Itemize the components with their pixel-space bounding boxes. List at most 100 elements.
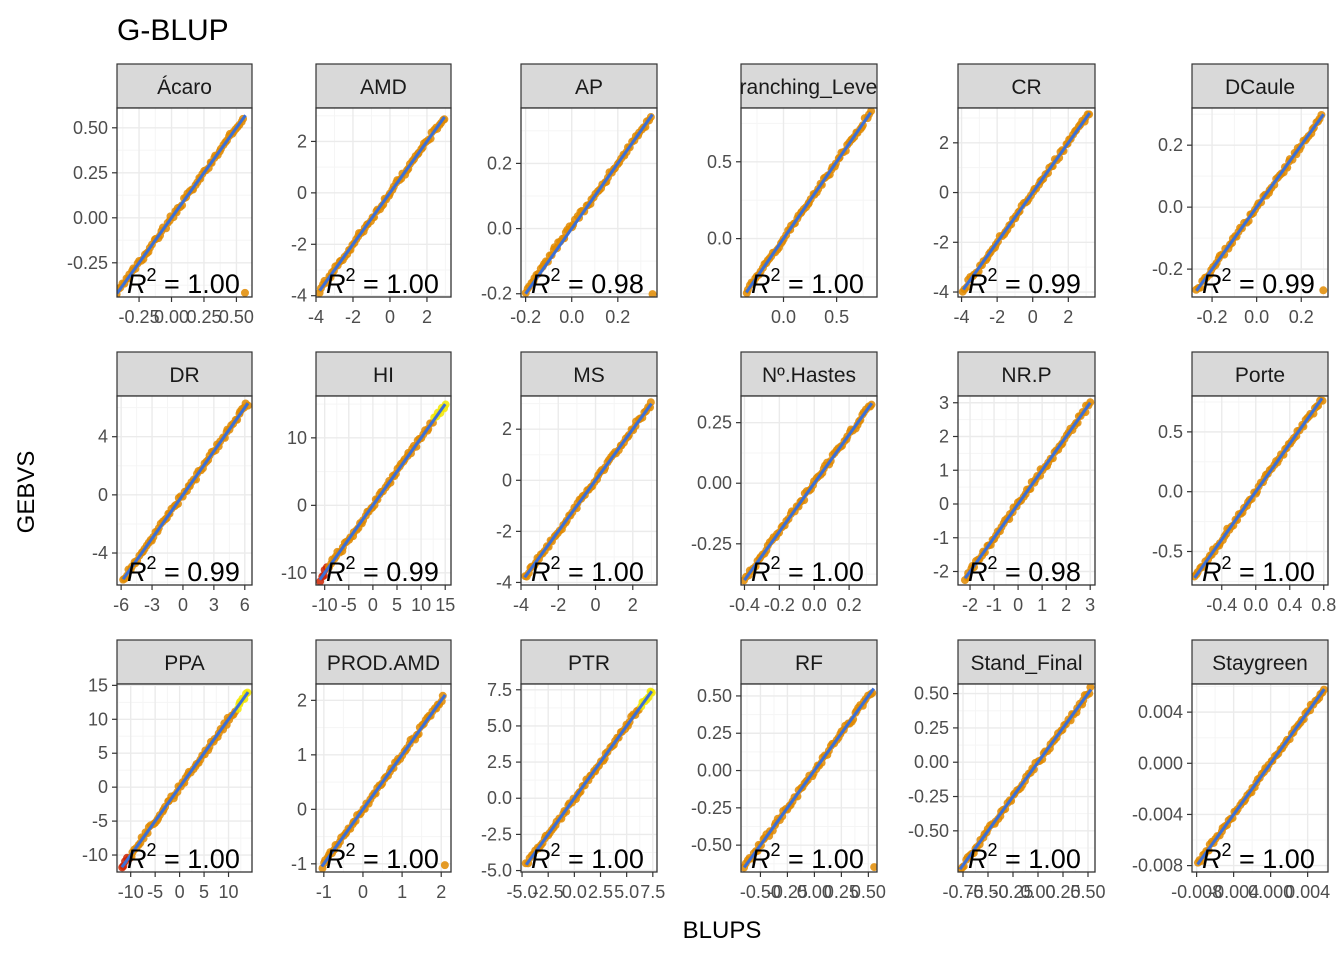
facet-strip-label: Ácaro bbox=[157, 76, 212, 99]
y-tick-label: -0.2 bbox=[1152, 259, 1183, 279]
r2-annotation: R2 = 1.00 bbox=[751, 265, 864, 299]
r2-annotation: R2 = 0.98 bbox=[531, 265, 644, 299]
panel-border bbox=[957, 107, 1096, 298]
y-tick-label: 10 bbox=[88, 709, 108, 729]
facet-strip-label: PTR bbox=[568, 652, 610, 675]
facet-panel: Staygreen-0.008-0.0040.0000.004-0.008-0.… bbox=[1132, 639, 1330, 902]
facet-strip bbox=[116, 351, 253, 397]
facet-panel: AMD -4 -2 0 2 -4 -2 0 2 R2 = 1.00 bbox=[291, 63, 452, 327]
panel-border bbox=[315, 107, 452, 298]
points-layer bbox=[741, 400, 876, 585]
y-tick-label: 0.0 bbox=[707, 229, 732, 249]
x-tick-label: -0.4 bbox=[729, 595, 760, 615]
r2-annotation: R2 = 1.00 bbox=[751, 840, 864, 874]
y-tick-label: -2 bbox=[291, 234, 307, 254]
y-tick-label: -0.25 bbox=[691, 798, 732, 818]
x-tick-label: -0.004 bbox=[1208, 882, 1259, 902]
panel-border bbox=[116, 395, 253, 586]
x-axis-title: BLUPS bbox=[683, 917, 762, 944]
y-tick-label: -2 bbox=[933, 232, 949, 252]
x-tick-label: -0.50 bbox=[967, 882, 1008, 902]
y-tick-label: -5.0 bbox=[481, 861, 512, 881]
facet-strip-label: Stand_Final bbox=[970, 652, 1082, 675]
points-layer bbox=[521, 113, 657, 297]
x-tick-label: 6 bbox=[240, 595, 250, 615]
facet-strip bbox=[116, 63, 253, 109]
points-layer bbox=[958, 110, 1094, 296]
facet-strip bbox=[520, 63, 658, 109]
regression-line bbox=[525, 690, 653, 866]
x-tick-label: -5 bbox=[341, 595, 357, 615]
y-tick-label: 0.25 bbox=[73, 163, 108, 183]
x-tick-label: -3 bbox=[144, 595, 160, 615]
x-tick-label: -0.25 bbox=[119, 307, 160, 327]
x-tick-label: 0.8 bbox=[1311, 595, 1336, 615]
regression-line bbox=[320, 694, 447, 868]
points-layer bbox=[119, 399, 252, 584]
regression-line bbox=[117, 114, 247, 295]
points-layer bbox=[742, 108, 876, 297]
facet-panel: MS -4 -2 0 2 -4 -2 0 2 R2 = 1.00 bbox=[496, 351, 658, 615]
x-tick-label: 0.2 bbox=[605, 307, 630, 327]
points-layer bbox=[117, 114, 249, 297]
panel-border bbox=[315, 395, 452, 586]
y-tick-label: 0 bbox=[297, 495, 307, 515]
x-tick-label: -2 bbox=[962, 595, 978, 615]
x-tick-label: 0.0 bbox=[1244, 307, 1269, 327]
y-tick-label: -10 bbox=[82, 845, 108, 865]
panel-border bbox=[1191, 395, 1329, 586]
facet-strip bbox=[957, 639, 1096, 685]
y-tick-label: 2 bbox=[297, 131, 307, 151]
y-tick-label: 0.000 bbox=[1138, 753, 1183, 773]
x-tick-label: -0.75 bbox=[942, 882, 983, 902]
panel-border bbox=[116, 683, 253, 873]
x-tick-label: 0.004 bbox=[1285, 882, 1330, 902]
panel-border bbox=[116, 107, 253, 298]
y-tick-label: 0.00 bbox=[697, 473, 732, 493]
r2-annotation: R2 = 0.99 bbox=[1202, 265, 1315, 299]
facet-panel: Ácaro-0.250.000.250.50-0.250.000.250.50R… bbox=[67, 63, 254, 327]
x-tick-label: 15 bbox=[435, 595, 455, 615]
y-tick-label: 7.5 bbox=[487, 680, 512, 700]
x-tick-label: -2 bbox=[989, 307, 1005, 327]
x-tick-label: -4 bbox=[513, 595, 529, 615]
r2-annotation: R2 = 1.00 bbox=[531, 840, 644, 874]
y-tick-label: 0 bbox=[98, 485, 108, 505]
x-tick-label: -0.2 bbox=[764, 595, 795, 615]
x-tick-label: -5.0 bbox=[507, 882, 538, 902]
x-tick-label: 0.50 bbox=[851, 882, 886, 902]
y-tick-label: 0.0 bbox=[487, 788, 512, 808]
y-tick-label: 0.25 bbox=[697, 413, 732, 433]
regression-line bbox=[745, 111, 872, 294]
facet-strip bbox=[116, 639, 253, 685]
facet-panel: CR -4 -2 0 2 -4 -2 0 2 R2 = 0.99 bbox=[933, 63, 1096, 327]
y-tick-label: -4 bbox=[92, 543, 108, 563]
panel-border bbox=[740, 107, 878, 298]
y-tick-label: -0.50 bbox=[691, 835, 732, 855]
panel-border bbox=[520, 395, 658, 586]
y-tick-label: -2.5 bbox=[481, 824, 512, 844]
y-tick-label: -2 bbox=[496, 521, 512, 541]
data-point bbox=[648, 290, 657, 297]
x-tick-label: -2.5 bbox=[533, 882, 564, 902]
x-tick-label: 0.0 bbox=[802, 595, 827, 615]
x-tick-label: -2 bbox=[345, 307, 361, 327]
x-tick-label: 0.00 bbox=[797, 882, 832, 902]
data-point bbox=[870, 863, 877, 872]
x-tick-label: -2 bbox=[550, 595, 566, 615]
points-layer bbox=[118, 688, 252, 872]
y-tick-label: -2 bbox=[933, 562, 949, 582]
facet-strip-label: DR bbox=[169, 364, 199, 387]
y-tick-label: 0 bbox=[502, 470, 512, 490]
facet-strip-label: HI bbox=[373, 364, 394, 387]
x-tick-label: -6 bbox=[113, 595, 129, 615]
y-tick-label: 0.50 bbox=[914, 684, 949, 704]
facet-strip-label: Nº.Hastes bbox=[762, 364, 856, 387]
regression-line bbox=[743, 402, 873, 582]
x-tick-label: -0.2 bbox=[1197, 307, 1228, 327]
y-tick-label: -4 bbox=[933, 282, 949, 302]
x-tick-label: 0.0 bbox=[771, 307, 796, 327]
x-tick-label: 0 bbox=[591, 595, 601, 615]
